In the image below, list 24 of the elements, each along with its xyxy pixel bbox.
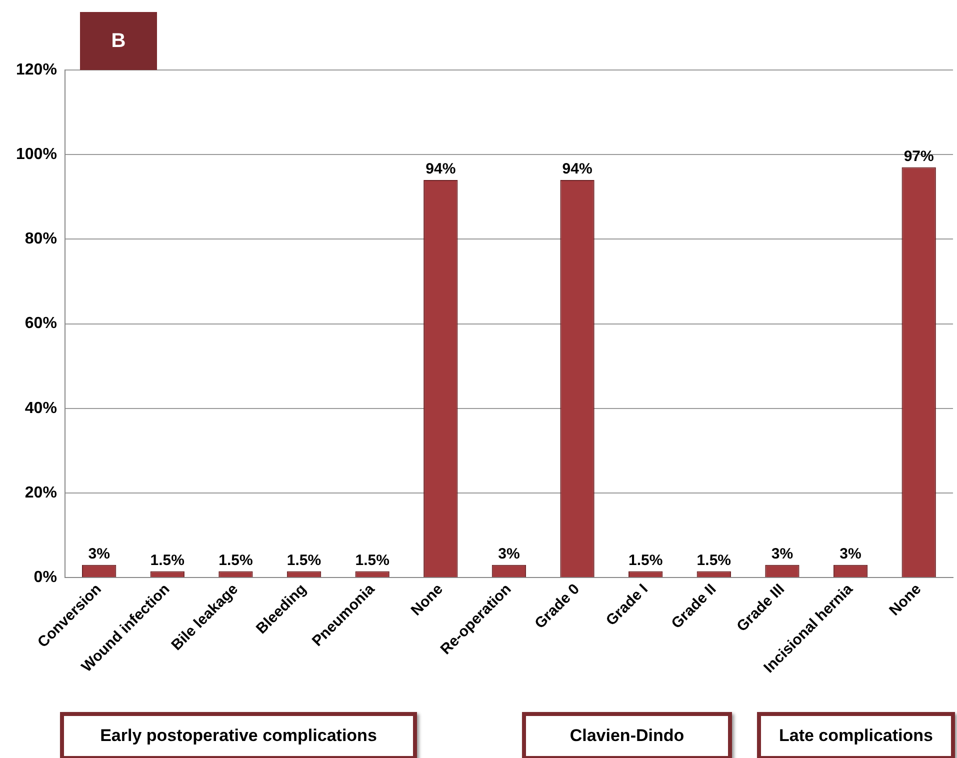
data-label: 1.5% — [696, 552, 732, 569]
text: Early postoperative complications — [60, 712, 417, 758]
y-tick-label: 0% — [34, 568, 57, 586]
y-tick-label: 20% — [24, 484, 57, 502]
y-tick-label: 120% — [16, 61, 57, 78]
data-label: 94% — [426, 160, 456, 178]
text: Clavien-Dindo — [522, 712, 732, 758]
data-label: 3% — [498, 546, 520, 563]
data-label: 3% — [88, 546, 110, 563]
data-label: 1.5% — [286, 552, 322, 569]
data-label: 97% — [904, 148, 934, 165]
y-tick-label: 80% — [24, 230, 57, 248]
data-label: 1.5% — [355, 552, 390, 569]
text: B — [80, 12, 157, 70]
data-label: 3% — [840, 546, 862, 563]
data-label: 1.5% — [150, 552, 184, 569]
data-label: 3% — [771, 546, 794, 563]
y-tick-label: 60% — [24, 315, 57, 332]
y-tick-label: 40% — [24, 400, 57, 417]
y-tick-label: 100% — [16, 146, 57, 163]
data-label: 1.5% — [218, 552, 253, 569]
data-label: 94% — [562, 160, 592, 178]
data-label: 1.5% — [628, 552, 663, 569]
text: Late complications — [757, 712, 955, 758]
